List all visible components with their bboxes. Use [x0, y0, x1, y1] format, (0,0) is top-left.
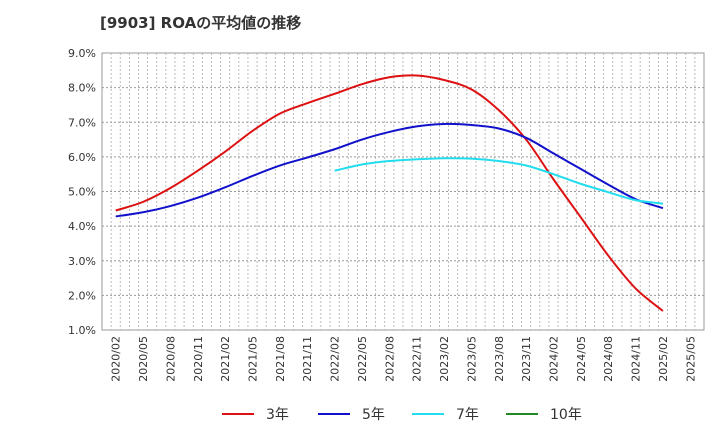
x-tick-label: 2022/05	[356, 336, 369, 382]
y-tick-label: 5.0%	[68, 186, 96, 199]
x-tick-label: 2022/08	[383, 336, 396, 382]
x-tick-label: 2020/02	[110, 336, 123, 382]
y-tick-label: 3.0%	[68, 255, 96, 268]
legend-label: 5年	[362, 407, 385, 423]
x-tick-label: 2024/02	[548, 336, 561, 382]
y-tick-label: 8.0%	[68, 82, 96, 95]
x-tick-label: 2024/08	[602, 336, 615, 382]
chart-title: [9903] ROAの平均値の推移	[100, 14, 302, 32]
x-tick-label: 2021/02	[219, 336, 232, 382]
legend: 3年 5年 7年 10年	[222, 407, 582, 423]
x-tick-label: 2021/08	[274, 336, 287, 382]
y-tick-label: 2.0%	[68, 289, 96, 302]
x-tick-label: 2025/05	[684, 336, 697, 382]
legend-label: 7年	[456, 407, 479, 423]
x-tick-label: 2024/05	[575, 336, 588, 382]
y-tick-label: 9.0%	[68, 47, 96, 60]
x-tick-label: 2021/11	[301, 336, 314, 382]
x-tick-label: 2020/08	[164, 336, 177, 382]
series-line-7年	[334, 157, 664, 205]
series-lines	[115, 74, 664, 312]
x-tick-label: 2022/02	[329, 336, 342, 382]
y-tick-label: 7.0%	[68, 116, 96, 129]
x-tick-label: 2020/11	[192, 336, 205, 382]
legend-label: 3年	[266, 407, 289, 423]
x-tick-label: 2023/08	[493, 336, 506, 382]
y-tick-label: 1.0%	[68, 324, 96, 337]
y-tick-label: 4.0%	[68, 220, 96, 233]
x-tick-label: 2020/05	[137, 336, 150, 382]
x-tick-label: 2023/05	[465, 336, 478, 382]
legend-label: 10年	[550, 407, 582, 423]
x-axis-ticks: 2020/02 2020/05 2020/08 2020/11 2021/02 2021/…	[110, 336, 698, 382]
x-tick-label: 2025/02	[657, 336, 670, 382]
x-tick-label: 2023/02	[438, 336, 451, 382]
series-line-3年	[115, 74, 664, 312]
y-tick-label: 6.0%	[68, 151, 96, 164]
x-tick-label: 2024/11	[630, 336, 643, 382]
y-axis-ticks: 1.0% 2.0% 3.0% 4.0% 5.0% 6.0% 7.0% 8.0% 9.0%	[68, 47, 96, 337]
series-line-5年	[115, 122, 664, 218]
x-tick-label: 2023/11	[520, 336, 533, 382]
x-tick-label: 2021/05	[247, 336, 260, 382]
x-tick-label: 2022/11	[411, 336, 424, 382]
